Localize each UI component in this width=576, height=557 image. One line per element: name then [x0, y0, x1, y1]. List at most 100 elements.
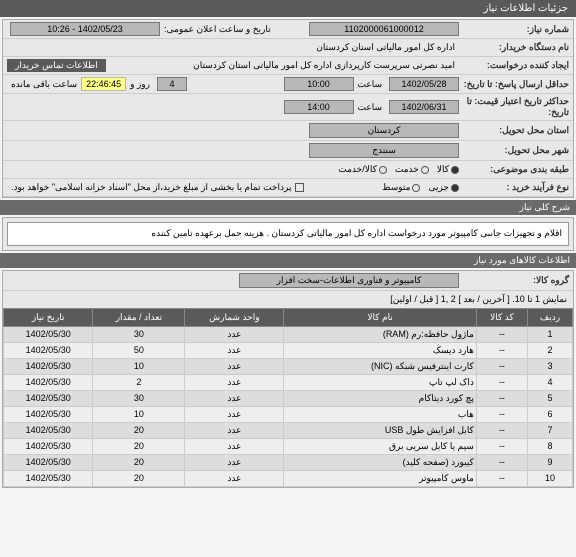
table-cell: --: [476, 406, 527, 422]
table-row[interactable]: 8--سیم یا کابل سریی برقعدد201402/05/30: [4, 438, 573, 454]
table-cell: عدد: [185, 454, 284, 470]
radio-label: جزیی: [428, 182, 449, 193]
table-cell: 20: [93, 454, 185, 470]
pub-date-value: 1402/05/23 - 10:26: [10, 22, 160, 36]
table-row[interactable]: 1--ماژول حافظه:رم (RAM)عدد301402/05/30: [4, 326, 573, 342]
radio-option[interactable]: کالا: [437, 164, 459, 175]
table-cell: کابل افزایش طول USB: [284, 422, 476, 438]
table-header: ردیف: [528, 308, 573, 326]
table-cell: 9: [528, 454, 573, 470]
table-row[interactable]: 10--ماوس کامپیوترعدد201402/05/30: [4, 470, 573, 486]
table-cell: --: [476, 374, 527, 390]
table-cell: 30: [93, 326, 185, 342]
radio-label: خدمت: [395, 164, 419, 175]
table-cell: 1402/05/30: [4, 422, 93, 438]
table-cell: 4: [528, 374, 573, 390]
table-cell: --: [476, 454, 527, 470]
radio-label: کالا/خدمت: [338, 164, 377, 175]
process-radios: جزیی متوسط: [382, 182, 459, 193]
radio-dot-icon: [412, 184, 420, 192]
table-cell: ماژول حافظه:رم (RAM): [284, 326, 476, 342]
table-cell: --: [476, 342, 527, 358]
days-label: روز و: [126, 79, 154, 90]
table-header: تاریخ نیاز: [4, 308, 93, 326]
pagination[interactable]: نمایش 1 تا 10. [ آخرین / بعد ] 2 ,1 [ قب…: [3, 291, 573, 308]
table-row[interactable]: 2--هارد دیسکعدد501402/05/30: [4, 342, 573, 358]
table-cell: 6: [528, 406, 573, 422]
category-label: طبقه بندی موضوعی:: [459, 164, 569, 175]
table-row[interactable]: 9--کیبورد (صفحه کلید)عدد201402/05/30: [4, 454, 573, 470]
group-value: کامپیوتر و فناوری اطلاعات-سخت افزار: [239, 273, 459, 288]
group-label: گروه کالا:: [459, 275, 569, 286]
req-num-value: 1102000061000012: [309, 22, 459, 36]
pub-date-label: تاریخ و ساعت اعلان عمومی:: [160, 24, 275, 35]
table-cell: 1402/05/30: [4, 470, 93, 486]
table-cell: هارد دیسک: [284, 342, 476, 358]
table-row[interactable]: 4--داک لپ تاپعدد21402/05/30: [4, 374, 573, 390]
table-cell: 1402/05/30: [4, 390, 93, 406]
radio-label: متوسط: [382, 182, 410, 193]
table-cell: --: [476, 422, 527, 438]
table-cell: پچ کورد دیتاکام: [284, 390, 476, 406]
credit-label: حداکثر تاریخ اعتبار قیمت: تا تاریخ:: [459, 96, 569, 118]
province-label: استان محل تحویل:: [459, 125, 569, 136]
credit-time: 14:00: [284, 100, 354, 114]
category-radios: کالا خدمت کالا/خدمت: [338, 164, 459, 175]
table-cell: 20: [93, 438, 185, 454]
credit-time-label: ساعت: [354, 102, 387, 113]
deadline-time-label: ساعت: [354, 79, 387, 90]
table-cell: 50: [93, 342, 185, 358]
table-cell: عدد: [185, 390, 284, 406]
remaining-time: 22:46:45: [81, 77, 126, 91]
desc-text: اقلام و تجهیزات جانبی کامپیوتر مورد درخو…: [7, 222, 569, 246]
table-cell: 1402/05/30: [4, 438, 93, 454]
table-row[interactable]: 6--هابعدد101402/05/30: [4, 406, 573, 422]
table-cell: 1402/05/30: [4, 358, 93, 374]
table-cell: 1: [528, 326, 573, 342]
contact-button[interactable]: اطلاعات تماس خریدار: [7, 59, 106, 72]
radio-dot-icon: [451, 184, 459, 192]
table-cell: --: [476, 390, 527, 406]
table-cell: عدد: [185, 470, 284, 486]
radio-option[interactable]: خدمت: [395, 164, 429, 175]
radio-option[interactable]: جزیی: [428, 182, 459, 193]
table-cell: عدد: [185, 326, 284, 342]
creator-value: امید نصرتی سرپرست کارپردازی اداره کل امو…: [189, 60, 459, 71]
table-cell: 1402/05/30: [4, 374, 93, 390]
table-cell: 1402/05/30: [4, 454, 93, 470]
days-value: 4: [157, 77, 187, 91]
table-cell: ماوس کامپیوتر: [284, 470, 476, 486]
process-label: نوع فرآیند خرید :: [459, 182, 569, 193]
deadline-date: 1402/05/28: [389, 77, 459, 91]
buyer-org-value: اداره کل امور مالیاتی استان کردستان: [312, 42, 459, 53]
treasury-label: پرداخت تمام یا بخشی از مبلغ خرید،از محل …: [7, 182, 295, 193]
table-row[interactable]: 3--کارت اینترفیس شبکه (NIC)عدد101402/05/…: [4, 358, 573, 374]
table-cell: --: [476, 470, 527, 486]
city-label: شهر محل تحویل:: [459, 145, 569, 156]
treasury-checkbox[interactable]: [295, 183, 304, 192]
goods-table: ردیفکد کالانام کالاواحد شمارشتعداد / مقد…: [3, 308, 573, 487]
table-cell: داک لپ تاپ: [284, 374, 476, 390]
radio-option[interactable]: کالا/خدمت: [338, 164, 387, 175]
table-header: نام کالا: [284, 308, 476, 326]
table-cell: عدد: [185, 406, 284, 422]
radio-option[interactable]: متوسط: [382, 182, 420, 193]
deadline-time: 10:00: [284, 77, 354, 91]
table-cell: 3: [528, 358, 573, 374]
table-cell: 10: [93, 406, 185, 422]
table-cell: --: [476, 326, 527, 342]
goods-header: اطلاعات کالاهای مورد نیاز: [0, 253, 576, 268]
table-cell: 8: [528, 438, 573, 454]
table-cell: 10: [93, 358, 185, 374]
table-row[interactable]: 7--کابل افزایش طول USBعدد201402/05/30: [4, 422, 573, 438]
table-row[interactable]: 5--پچ کورد دیتاکامعدد301402/05/30: [4, 390, 573, 406]
table-cell: 30: [93, 390, 185, 406]
radio-dot-icon: [379, 166, 387, 174]
credit-date: 1402/06/31: [389, 100, 459, 114]
desc-header: شرح کلی نیاز: [0, 200, 576, 215]
table-cell: 1402/05/30: [4, 406, 93, 422]
creator-label: ایجاد کننده درخواست:: [459, 60, 569, 71]
table-cell: 20: [93, 470, 185, 486]
deadline-label: حداقل ارسال پاسخ: تا تاریخ:: [459, 79, 569, 90]
table-cell: 1402/05/30: [4, 342, 93, 358]
